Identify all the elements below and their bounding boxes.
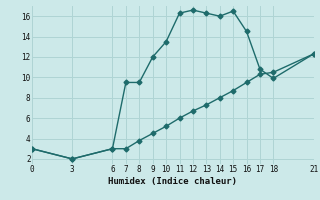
X-axis label: Humidex (Indice chaleur): Humidex (Indice chaleur) — [108, 177, 237, 186]
